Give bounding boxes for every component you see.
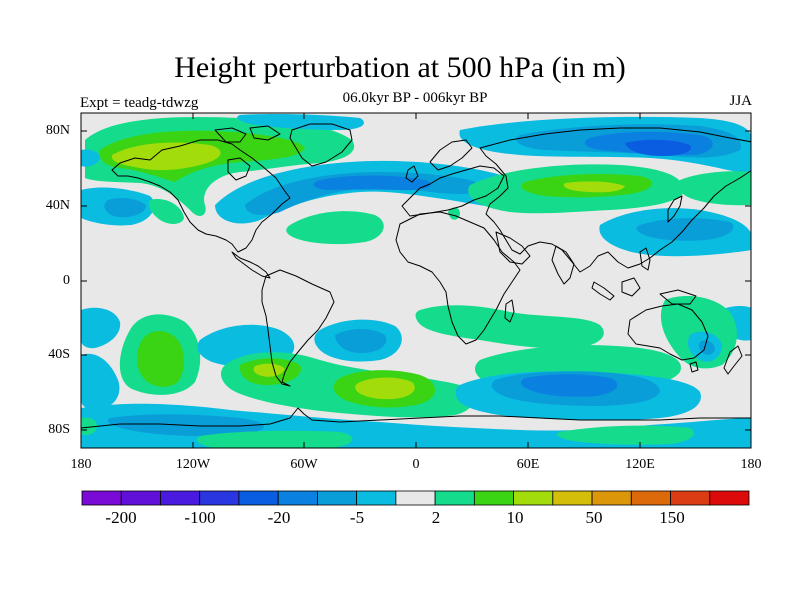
colorbar-swatch xyxy=(709,490,750,506)
lat-tick-40s: 40S xyxy=(48,347,70,362)
coastline-arctic-islands xyxy=(214,125,281,143)
coastline-greenland xyxy=(289,123,353,167)
colorbar-label: -200 xyxy=(105,508,137,527)
colorbar-label: -100 xyxy=(184,508,216,527)
coastline-arabia xyxy=(495,231,531,265)
colorbar-label: 50 xyxy=(585,508,603,527)
colorbar-swatch xyxy=(395,490,436,506)
colorbar-swatch xyxy=(277,490,318,506)
coastline-madagascar xyxy=(504,299,515,323)
colorbar-swatch xyxy=(160,490,201,506)
anomaly-region xyxy=(104,197,146,218)
lon-tick-120w: 120W xyxy=(175,457,211,472)
lat-tick-80s: 80S xyxy=(48,422,70,437)
anomaly-region xyxy=(286,211,384,245)
colorbar-swatch xyxy=(591,490,632,506)
lat-tick-40n: 40N xyxy=(45,198,70,213)
contour-fields xyxy=(81,114,751,448)
anomaly-region xyxy=(520,374,618,397)
anomaly-region xyxy=(81,149,100,167)
coastline-new-guinea xyxy=(659,289,697,305)
colorbar-swatch xyxy=(81,490,122,506)
coastline-africa xyxy=(395,211,521,345)
anomaly-region xyxy=(215,160,535,224)
anomaly-region xyxy=(677,171,751,206)
anomaly-region xyxy=(237,114,364,130)
coastline-japan xyxy=(667,195,683,223)
lon-tick-60e: 60E xyxy=(516,457,540,472)
anomaly-region xyxy=(137,331,184,387)
lat-tick-80n: 80N xyxy=(45,123,70,138)
anomaly-region xyxy=(563,181,625,193)
anomaly-region xyxy=(625,139,691,156)
colorbar-label: -5 xyxy=(349,508,365,527)
season-label: JJA xyxy=(729,93,752,109)
lon-tick-0: 0 xyxy=(412,457,420,472)
colorbar-swatch xyxy=(317,490,358,506)
coastline-europe xyxy=(401,165,505,217)
colorbar-swatch xyxy=(473,490,514,506)
anomaly-region xyxy=(111,142,221,171)
coastline-south-america xyxy=(261,269,335,387)
anomaly-region xyxy=(196,430,353,448)
colorbar-swatch xyxy=(238,490,279,506)
coastline-philippines xyxy=(639,247,651,271)
axis-ticks xyxy=(81,113,751,448)
coastline-sumatra xyxy=(591,281,615,301)
experiment-label: Expt = teadg-tdwzg xyxy=(80,95,199,111)
anomaly-region xyxy=(636,218,734,241)
anomaly-region xyxy=(355,377,415,400)
coastline-north-america xyxy=(111,139,291,253)
colorbar-label: 10 xyxy=(506,508,524,527)
lon-tick-180w: 180 xyxy=(70,457,92,472)
coastline-new-zealand xyxy=(723,345,743,375)
colorbar-swatch xyxy=(670,490,711,506)
colorbar-label: 2 xyxy=(431,508,441,527)
coastline-central-america xyxy=(231,251,271,279)
lon-tick-180e: 180 xyxy=(740,457,762,472)
anomaly-region xyxy=(81,417,98,436)
colorbar-label: -20 xyxy=(267,508,291,527)
colorbar-swatch xyxy=(552,490,593,506)
colorbar-swatch xyxy=(630,490,671,506)
anomaly-region xyxy=(557,425,694,445)
anomaly-region xyxy=(148,199,184,224)
lat-tick-0: 0 xyxy=(63,273,70,288)
colorbar-swatch xyxy=(356,490,397,506)
lon-tick-120e: 120E xyxy=(625,457,655,472)
colorbar-swatch xyxy=(120,490,161,506)
coastline-india xyxy=(551,245,575,285)
coastline-borneo xyxy=(621,277,641,297)
colorbar-swatch xyxy=(199,490,240,506)
coastline-tasmania xyxy=(689,361,699,373)
plot-subtitle: 06.0kyr BP - 006kyr BP xyxy=(342,90,488,106)
anomaly-region xyxy=(415,305,604,349)
anomaly-region xyxy=(253,363,285,377)
coastline-antarctica xyxy=(81,407,751,429)
colorbar-swatch xyxy=(434,490,475,506)
colorbar-swatch xyxy=(513,490,554,506)
coastline-australia xyxy=(627,303,709,361)
colorbar-label: 150 xyxy=(659,508,685,527)
anomaly-region xyxy=(335,329,387,354)
anomaly-region xyxy=(81,307,121,349)
lon-tick-60w: 60W xyxy=(290,457,318,472)
coastline-scandinavia xyxy=(429,139,473,171)
anomaly-region xyxy=(81,353,120,410)
coastline-hudson-bay xyxy=(227,157,251,181)
coastlines xyxy=(81,123,751,429)
anomaly-region xyxy=(313,175,431,191)
plot-title: Height perturbation at 500 hPa (in m) xyxy=(174,51,626,84)
coastline-asia xyxy=(479,127,751,273)
coastline-britain xyxy=(405,165,419,183)
colorbar xyxy=(81,490,750,506)
